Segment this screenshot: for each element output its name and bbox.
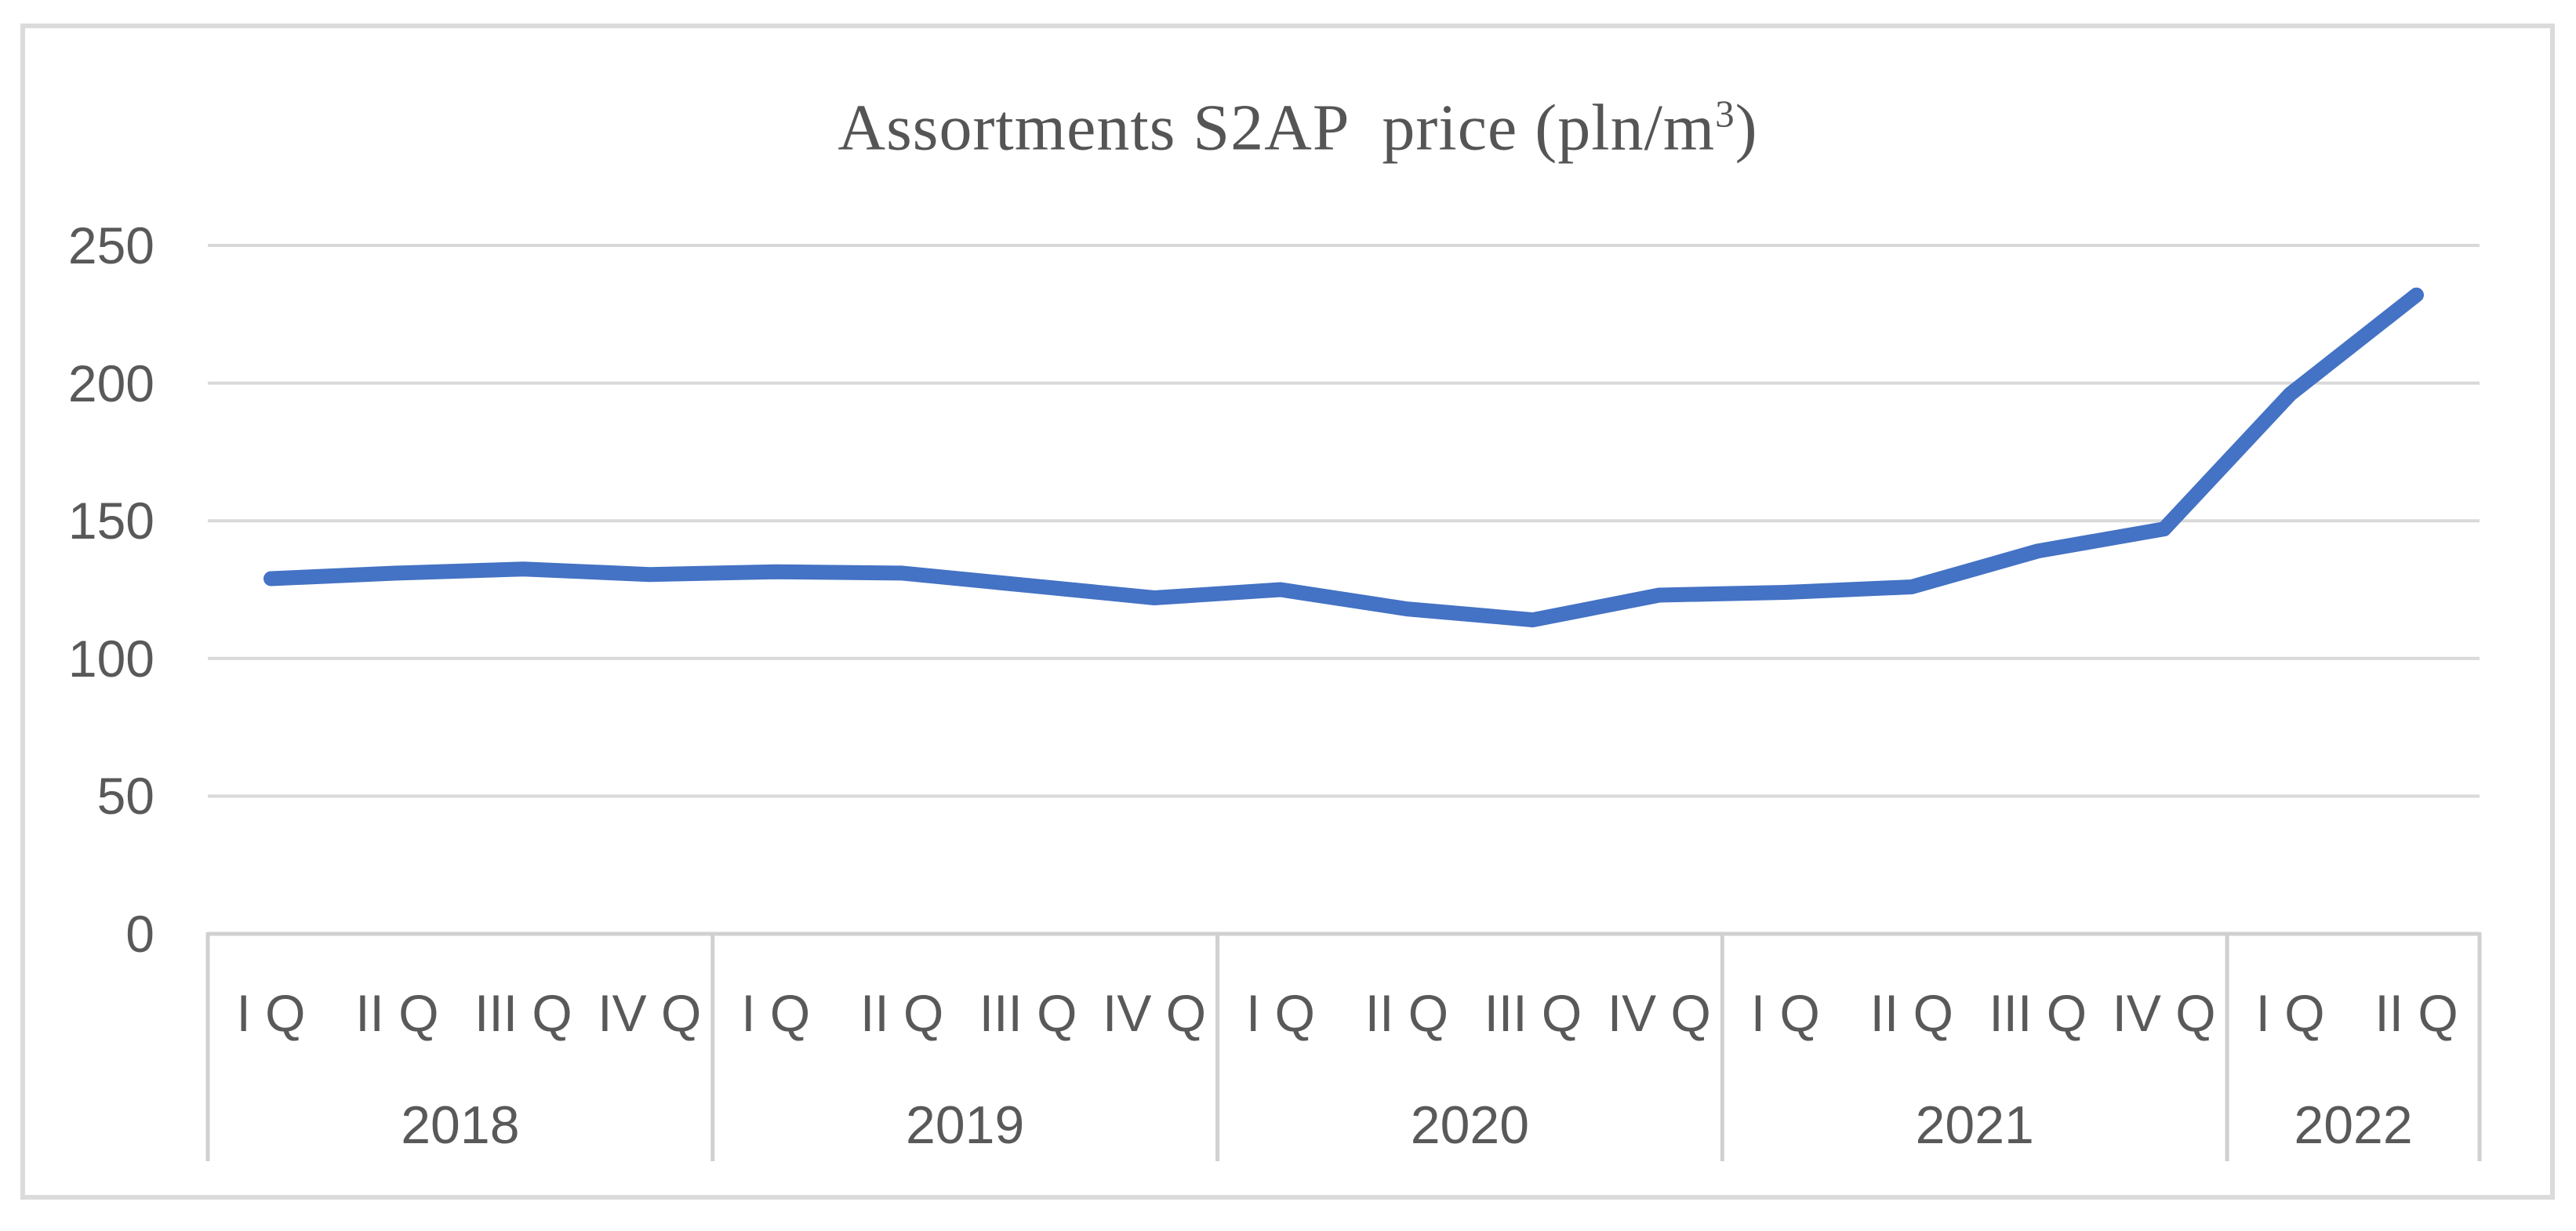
x-axis-table-lines bbox=[205, 931, 2482, 1161]
y-tick-label-50: 50 bbox=[96, 767, 154, 826]
x-tick-label-2022-IIQ: II Q bbox=[2374, 984, 2458, 1042]
x-tick-label-2020-IVQ: IV Q bbox=[1607, 984, 1711, 1042]
x-tick-label-2018-IVQ: IV Q bbox=[598, 984, 702, 1042]
x-year-label-2018: 2018 bbox=[401, 1095, 520, 1155]
x-tick-label-2021-IIQ: II Q bbox=[1869, 984, 1953, 1042]
x-tick-label-2020-IIIQ: III Q bbox=[1484, 984, 1582, 1042]
chart-title-suffix: ) bbox=[1735, 91, 1758, 165]
x-tick-label-2019-IQ: I Q bbox=[741, 984, 811, 1042]
chart-title-superscript: 3 bbox=[1715, 93, 1735, 136]
x-year-label-2021: 2021 bbox=[1915, 1095, 2034, 1155]
y-tick-label-250: 250 bbox=[67, 216, 154, 274]
x-tick-label-2021-IVQ: IV Q bbox=[2112, 984, 2216, 1042]
price-series-line bbox=[263, 287, 2424, 628]
chart-title: Assortments S2AP price (pln/m3) bbox=[837, 90, 1757, 166]
y-tick-label-150: 150 bbox=[67, 492, 154, 550]
x-year-label-2019: 2019 bbox=[906, 1095, 1025, 1155]
x-tick-label-2019-IIQ: II Q bbox=[860, 984, 944, 1042]
x-tick-label-2020-IIQ: II Q bbox=[1364, 984, 1449, 1042]
x-tick-label-2018-IIQ: II Q bbox=[355, 984, 439, 1042]
x-tick-label-2021-IQ: I Q bbox=[1750, 984, 1820, 1042]
x-tick-label-2018-IQ: I Q bbox=[236, 984, 306, 1042]
y-tick-label-0: 0 bbox=[125, 905, 154, 963]
y-tick-label-200: 200 bbox=[67, 354, 154, 412]
y-tick-label-100: 100 bbox=[67, 629, 154, 688]
x-year-label-2020: 2020 bbox=[1410, 1095, 1530, 1155]
x-year-label-2022: 2022 bbox=[2294, 1095, 2413, 1155]
chart-title-text: Assortments S2AP price (pln/m bbox=[837, 91, 1716, 165]
x-tick-label-2021-IIIQ: III Q bbox=[1989, 984, 2087, 1042]
gridlines bbox=[208, 244, 2480, 798]
x-tick-label-2019-IIIQ: III Q bbox=[979, 984, 1077, 1042]
x-tick-label-2020-IQ: I Q bbox=[1246, 984, 1316, 1042]
figure-border bbox=[20, 24, 2555, 1200]
x-tick-label-2018-IIIQ: III Q bbox=[474, 984, 572, 1042]
x-tick-label-2019-IVQ: IV Q bbox=[1103, 984, 1207, 1042]
x-tick-label-2022-IQ: I Q bbox=[2255, 984, 2325, 1042]
